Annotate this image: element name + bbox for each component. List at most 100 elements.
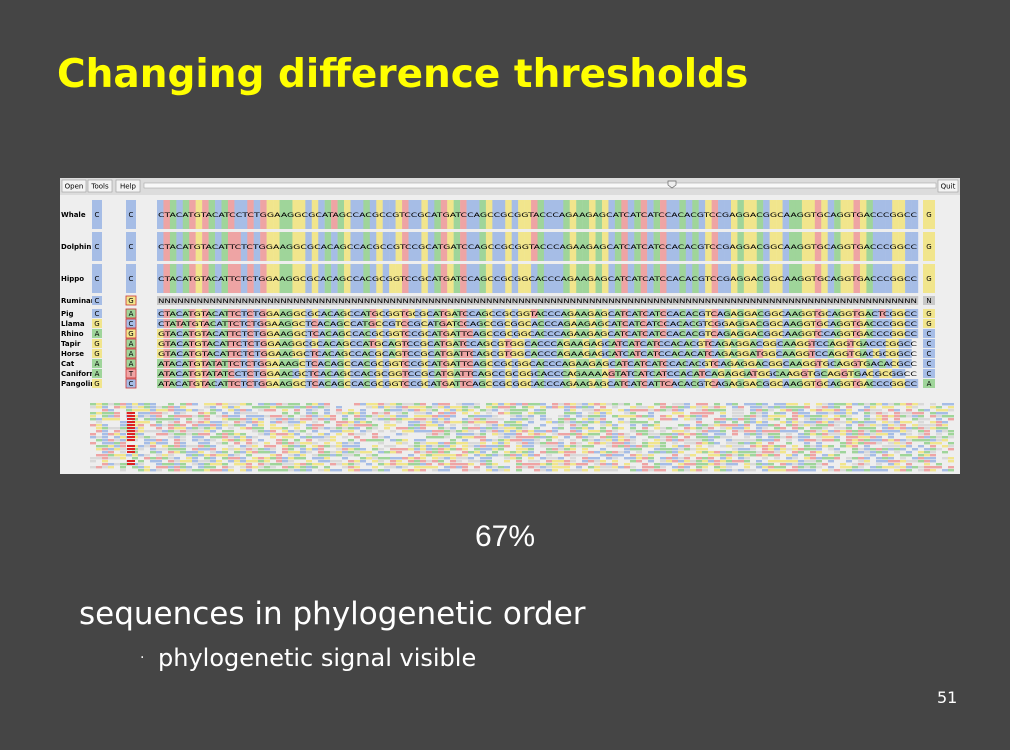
overview-marker (127, 412, 135, 414)
overview-cell (816, 403, 822, 406)
overview-cell (540, 469, 546, 472)
base-cell (292, 349, 300, 358)
overview-cell (162, 466, 168, 469)
overview-cell (222, 412, 228, 415)
base-cell (531, 329, 538, 338)
base-cell (182, 264, 190, 293)
base-cell (653, 319, 661, 328)
overview-cell (792, 415, 798, 418)
overview-cell (528, 433, 534, 436)
overview-cell (96, 436, 102, 439)
base-cell (705, 264, 712, 293)
base-cell (789, 309, 796, 318)
overview-cell (786, 463, 792, 466)
toolbar-button[interactable] (61, 179, 87, 193)
base-cell (550, 369, 558, 378)
overview-cell (744, 457, 750, 460)
overview-cell (180, 403, 186, 406)
base-cell (208, 369, 216, 378)
base-cell (879, 309, 886, 318)
overview-cell (864, 457, 870, 460)
overview-cell (210, 448, 216, 451)
overview-cell (936, 439, 942, 442)
base-cell (743, 349, 751, 358)
overview-cell (666, 427, 672, 430)
base-cell (427, 296, 435, 305)
toolbar-button-label[interactable]: Help (120, 183, 137, 191)
base-cell (853, 379, 861, 388)
toolbar-button-label[interactable]: Open (65, 183, 84, 191)
toolbar-button[interactable] (115, 179, 141, 193)
overview-cell (582, 454, 588, 457)
overview-cell (792, 412, 798, 415)
overview-cell (510, 412, 516, 415)
overview-cell (936, 463, 942, 466)
base-cell (595, 232, 603, 261)
base-cell (866, 232, 874, 261)
overview-cell (870, 439, 876, 442)
base-cell (279, 359, 287, 368)
base-cell (647, 232, 654, 261)
base-cell (608, 379, 616, 388)
overview-cell (102, 439, 108, 442)
overview-cell (258, 421, 264, 424)
toolbar-button[interactable] (87, 179, 113, 193)
overview-cell (192, 427, 198, 430)
quit-button[interactable] (937, 179, 959, 193)
overview-cell (378, 418, 384, 421)
overview-cell (858, 409, 864, 412)
base-cell (563, 319, 570, 328)
base-cell (369, 200, 377, 229)
base-cell (344, 200, 351, 229)
overview-cell (666, 406, 672, 409)
overview-cell (654, 433, 660, 436)
overview-cell (798, 436, 804, 439)
overview-cell (378, 406, 384, 409)
base-cell (582, 379, 590, 388)
overview-cell (132, 457, 138, 460)
overview-cell (408, 457, 414, 460)
base-cell (801, 369, 809, 378)
base-cell (208, 200, 216, 229)
base-cell (892, 339, 899, 348)
overview-cell (786, 448, 792, 451)
overview-cell (240, 436, 246, 439)
overview-cell (474, 448, 480, 451)
overview-cell (504, 433, 510, 436)
overview-cell (456, 457, 462, 460)
overview-cell (522, 451, 528, 454)
base-cell (273, 379, 280, 388)
overview-cell (552, 457, 558, 460)
base-cell (208, 349, 216, 358)
overview-cell (906, 415, 912, 418)
base-cell (215, 232, 222, 261)
overview-cell (624, 421, 630, 424)
overview-cell (234, 403, 240, 406)
base-cell (879, 319, 886, 328)
overview-cell (252, 445, 258, 448)
quit-button-label[interactable]: Quit (941, 183, 956, 191)
overview-cell (738, 442, 744, 445)
overview-cell (270, 451, 276, 454)
overview-cell (792, 466, 798, 469)
sequence: GTACATGTACATTCTCTGGAAGGCGCACAGCCATGCAGTC… (158, 340, 918, 348)
overview-cell (696, 439, 702, 442)
base-cell (350, 200, 358, 229)
overview-cell (228, 430, 234, 433)
overview-cell (570, 463, 576, 466)
col2-cell (125, 368, 137, 379)
overview-cell (504, 427, 510, 430)
base-cell (163, 232, 171, 261)
overview-cell (462, 421, 468, 424)
toolbar-button-label[interactable]: Tools (90, 183, 109, 191)
overview-cell (408, 424, 414, 427)
overview-cell (354, 451, 360, 454)
base-cell (163, 264, 171, 293)
overview-cell (558, 427, 564, 430)
overview-cell (762, 439, 768, 442)
overview-cell (426, 412, 432, 415)
overview-cell (756, 415, 762, 418)
overview-cell (564, 445, 570, 448)
overview-cell (402, 415, 408, 418)
base-cell (292, 339, 300, 348)
